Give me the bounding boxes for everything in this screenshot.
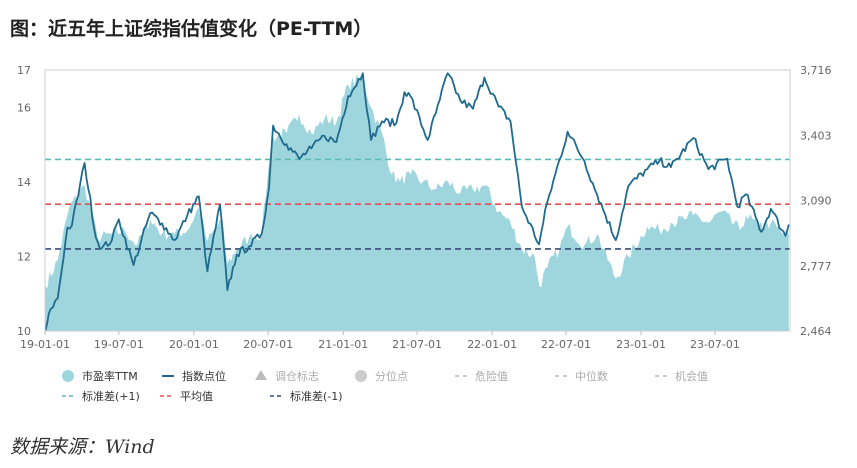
legend-item[interactable]: 危险值 <box>455 369 508 383</box>
legend-label: 标准差(+1) <box>82 389 140 403</box>
x-tick-label: 21-07-01 <box>392 338 442 351</box>
index-line <box>44 72 790 332</box>
legend-label: 中位数 <box>575 369 608 383</box>
y-left-tick-label: 16 <box>17 101 31 114</box>
legend-item[interactable]: 平均值 <box>160 390 213 403</box>
y-left-tick-label: 14 <box>17 176 31 189</box>
plot-area <box>44 72 790 332</box>
legend-swatch <box>255 370 267 380</box>
y-left-tick-label: 17 <box>17 64 31 77</box>
y-right-tick-label: 3,403 <box>800 129 832 142</box>
data-source-note: 数据来源：Wind <box>10 436 155 458</box>
y-right-tick-label: 2,464 <box>800 325 832 338</box>
axes: 19-01-01 19-07-01 20-01-01 20-07-01 21-01-01… <box>17 64 832 351</box>
x-tick-label: 19-01-01 <box>20 338 70 351</box>
x-tick-label: 20-01-01 <box>169 338 219 351</box>
legend-item[interactable]: 市盈率TTM <box>62 369 138 383</box>
y-right-tick-label: 3,716 <box>800 64 832 77</box>
y-left-tick-label: 10 <box>17 325 31 338</box>
legend-label: 分位点 <box>375 369 408 383</box>
y-right-tick-label: 3,090 <box>800 195 832 208</box>
legend-label: 平均值 <box>180 390 213 403</box>
legend-item[interactable]: 指数点位 <box>162 369 226 383</box>
legend-swatch <box>62 370 74 382</box>
x-tick-label: 20-07-01 <box>243 338 293 351</box>
legend-item[interactable]: 调仓标志 <box>255 369 319 383</box>
legend-label: 危险值 <box>475 369 508 383</box>
y-right-tick-label: 2,777 <box>800 260 832 273</box>
figure-title: 图：近五年上证综指估值变化（PE-TTM） <box>10 18 373 40</box>
legend-label: 机会值 <box>675 369 708 383</box>
x-tick-label: 23-07-01 <box>690 338 740 351</box>
x-tick-label: 19-07-01 <box>94 338 144 351</box>
legend-item[interactable]: 标准差(-1) <box>270 389 343 403</box>
legend-item[interactable]: 标准差(+1) <box>62 389 140 403</box>
legend-label: 指数点位 <box>182 369 226 383</box>
legend-swatch <box>355 370 367 382</box>
x-tick-label: 21-01-01 <box>318 338 368 351</box>
pe-ttm-area <box>45 74 789 331</box>
x-tick-label: 22-07-01 <box>541 338 591 351</box>
x-tick-label: 22-01-01 <box>467 338 517 351</box>
y-left-tick-label: 12 <box>17 250 31 263</box>
x-tick-label: 23-01-01 <box>616 338 666 351</box>
legend-item[interactable]: 机会值 <box>655 369 708 383</box>
legend-label: 市盈率TTM <box>82 369 138 383</box>
legend-label: 调仓标志 <box>275 369 319 383</box>
legend-item[interactable]: 分位点 <box>355 369 408 383</box>
legend-label: 标准差(-1) <box>290 389 343 403</box>
legend-item[interactable]: 中位数 <box>555 369 608 383</box>
